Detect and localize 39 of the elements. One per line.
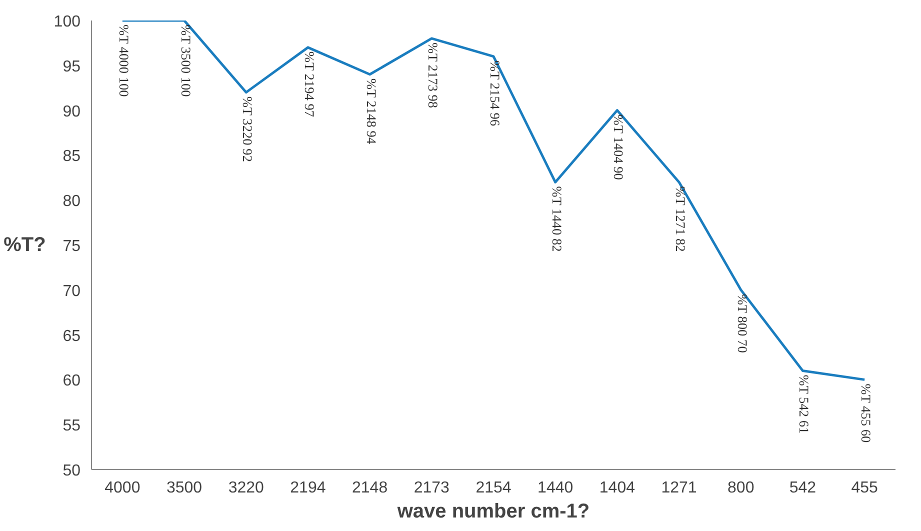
x-tick-label: 4000 [104, 480, 140, 496]
y-tick-label: 70 [62, 282, 81, 300]
data-label: %T 3220 92 [240, 96, 256, 162]
y-tick-label: 100 [54, 14, 81, 30]
x-tick-label: 1440 [538, 480, 574, 496]
data-label: %T 800 70 [734, 294, 750, 354]
data-label: %T 2148 94 [364, 78, 379, 144]
data-label: %T 2173 98 [426, 42, 441, 108]
x-tick-label: 2154 [476, 480, 512, 496]
y-tick-label: 80 [62, 193, 81, 210]
y-tick-label: 65 [62, 328, 81, 345]
y-tick-label: 60 [62, 372, 81, 390]
data-label: %T 1271 82 [673, 186, 688, 252]
x-tick-label: 455 [851, 480, 878, 496]
x-tick-label: 3500 [166, 480, 202, 496]
x-tick-label: 2173 [414, 480, 450, 496]
x-tick-label: 800 [728, 480, 754, 496]
x-tick-label: 2148 [352, 480, 388, 496]
y-tick-label: 50 [62, 462, 81, 480]
x-tick-label: 1404 [599, 480, 636, 496]
y-tick-label: 75 [62, 238, 81, 255]
y-tick-label: 55 [62, 418, 81, 435]
data-label: %T 1440 82 [549, 186, 564, 252]
data-label: %T 455 60 [858, 384, 874, 444]
x-tick-label: 2194 [290, 480, 326, 496]
x-axis-title: wave number cm-1? [396, 500, 590, 522]
y-axis-title: %T? [4, 234, 46, 256]
x-tick-label: 1271 [661, 480, 697, 496]
data-label: %T 3500 100 [178, 24, 194, 98]
data-label: %T 4000 100 [116, 24, 132, 98]
y-tick-label: 95 [62, 58, 81, 76]
y-tick-label: 85 [62, 148, 81, 166]
data-label: %T 1404 90 [611, 114, 626, 180]
x-tick-label: 542 [789, 480, 816, 496]
data-label: %T 2194 97 [302, 51, 317, 118]
x-tick-label: 3220 [228, 480, 264, 496]
data-label: %T 2154 96 [488, 60, 502, 126]
y-tick-label: 90 [62, 103, 81, 120]
data-label: %T 542 61 [796, 374, 812, 434]
